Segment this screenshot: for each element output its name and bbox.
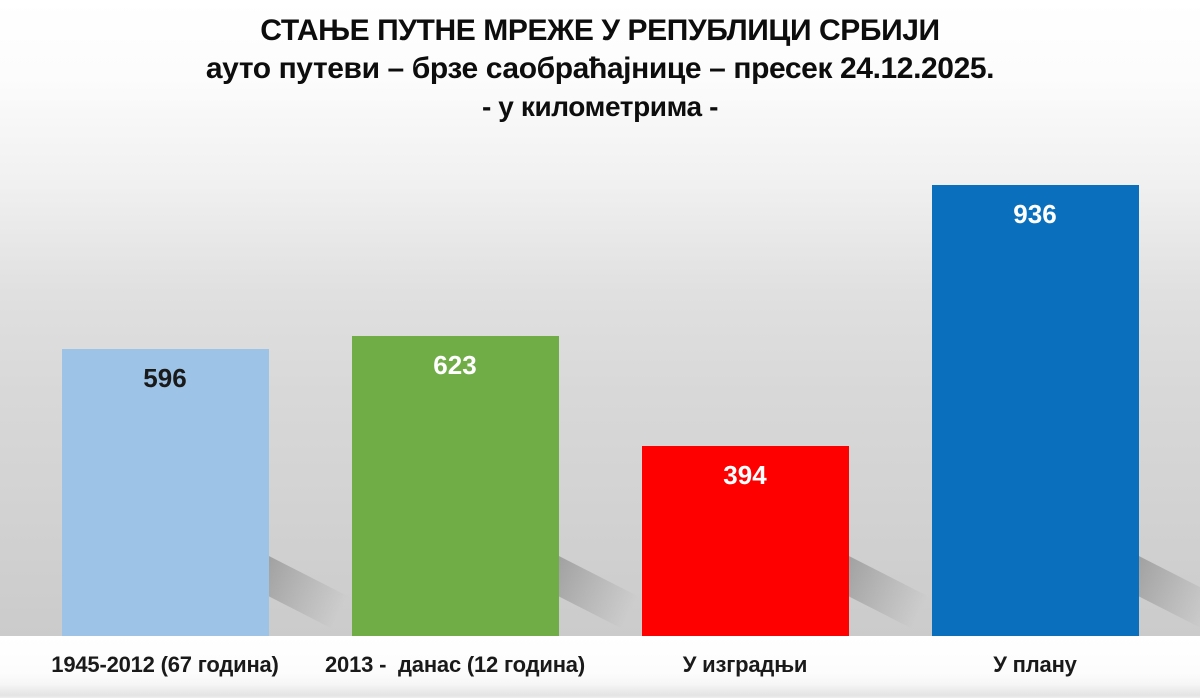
bar-value-label: 596 xyxy=(143,363,187,393)
bar-column-2: 623 xyxy=(310,0,643,636)
category-label: 2013 - данас (12 година) xyxy=(325,652,585,677)
chart-bar-3: 394 xyxy=(641,446,849,636)
chart-bar-1: 596 xyxy=(61,349,269,636)
category-label: У изградњи xyxy=(682,652,808,677)
chart-bar-2: 623 xyxy=(351,336,559,636)
bar-column-4: 936 xyxy=(890,0,1200,636)
category-label-cell-1: 1945-2012 (67 година) xyxy=(20,636,310,694)
category-label-cell-2: 2013 - данас (12 година) xyxy=(310,636,600,694)
chart-title-block: СТАЊЕ ПУТНЕ МРЕЖЕ У РЕПУБЛИЦИ СРБИЈИ аут… xyxy=(0,12,1200,126)
bar-column-1: 596 xyxy=(20,0,353,636)
bar-value-label: 394 xyxy=(723,460,767,490)
bar-value-label: 623 xyxy=(433,350,477,380)
category-label-cell-4: У плану xyxy=(890,636,1180,694)
bar-column-3: 394 xyxy=(600,0,933,636)
chart-units-label: - у километрима - xyxy=(482,91,718,122)
chart-subtitle: ауто путеви – брзе саобраћајнице – пресе… xyxy=(205,52,995,85)
labels-row: 1945-2012 (67 година) 2013 - данас (12 го… xyxy=(20,636,1180,694)
chart-title: СТАЊЕ ПУТНЕ МРЕЖЕ У РЕПУБЛИЦИ СРБИЈИ xyxy=(260,14,940,47)
bars-row: 596 623 394 936 xyxy=(20,0,1200,636)
chart-bar-4: 936 xyxy=(931,185,1139,636)
category-label: 1945-2012 (67 година) xyxy=(51,652,279,677)
category-label-cell-3: У изградњи xyxy=(600,636,890,694)
bar-value-label: 936 xyxy=(1013,199,1057,229)
category-label-band xyxy=(0,636,1200,698)
category-label: У плану xyxy=(993,652,1077,677)
